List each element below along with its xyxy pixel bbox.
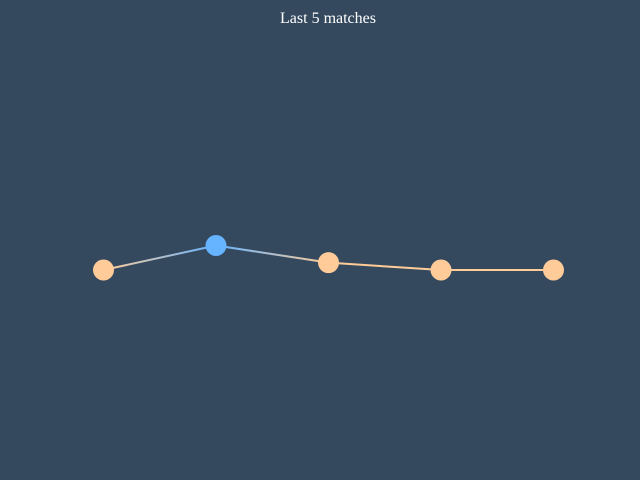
series-line-segment: [103, 244, 217, 271]
series-points: [93, 235, 564, 281]
data-point-match-3: [318, 252, 339, 274]
series-lines: [103, 244, 554, 271]
data-point-match-4: [430, 259, 452, 281]
data-point-match-5: [543, 259, 564, 281]
series-line-segment: [328, 261, 442, 271]
data-point-match-1: [93, 259, 114, 281]
series-line-segment: [215, 244, 329, 264]
data-point-match-2: [205, 235, 227, 256]
chart-title: Last 5 matches: [280, 10, 376, 27]
